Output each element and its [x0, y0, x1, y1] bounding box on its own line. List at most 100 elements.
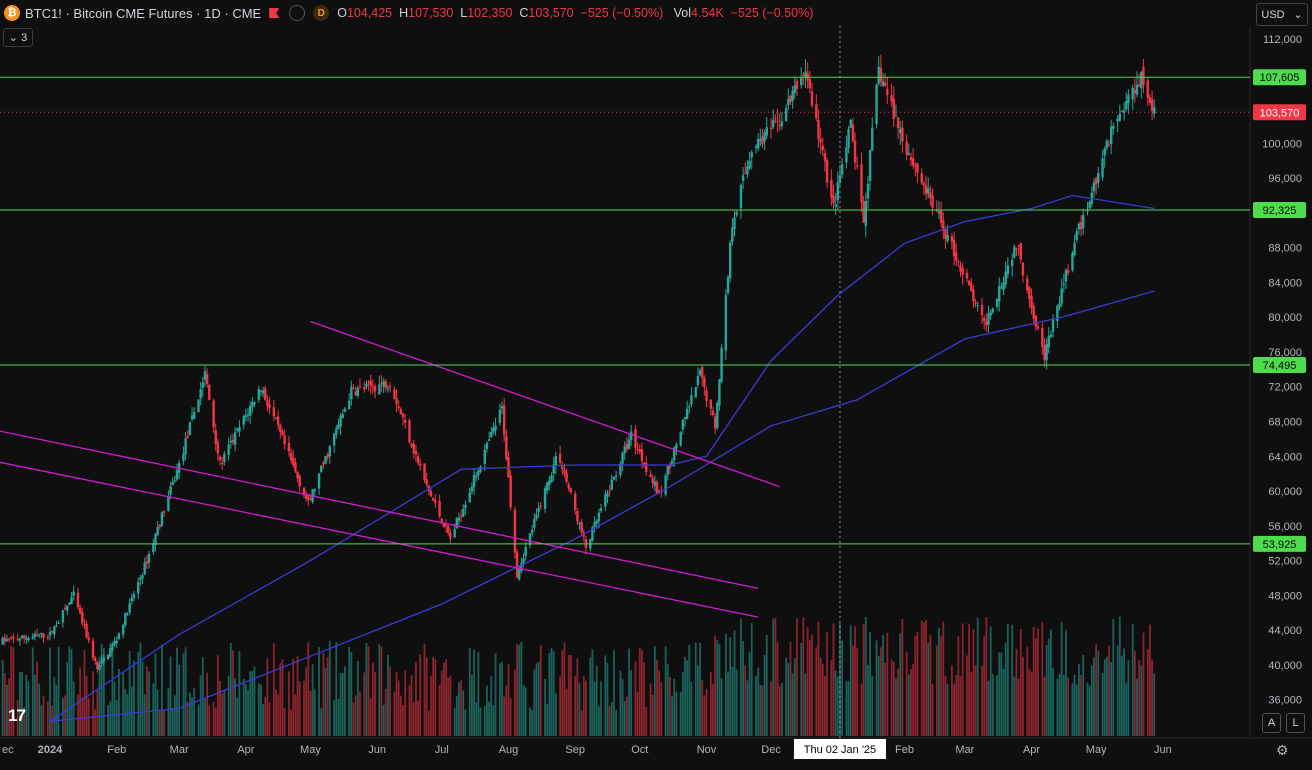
candle-body: [955, 253, 957, 261]
volume-bar: [19, 672, 21, 736]
candle-body: [339, 416, 341, 427]
candle-body: [85, 624, 87, 638]
candle-body: [905, 142, 907, 155]
candle-body: [1116, 119, 1118, 122]
volume-bar: [1119, 616, 1121, 736]
volume-bar: [893, 662, 895, 736]
volume-bar: [1121, 656, 1123, 736]
candle-body: [604, 495, 606, 507]
volume-bar: [945, 676, 947, 736]
volume-bar: [34, 675, 36, 736]
candle-body: [961, 268, 963, 274]
tradingview-logo[interactable]: 17: [8, 706, 25, 726]
volume-bar: [232, 651, 234, 736]
volume-bar: [510, 698, 512, 736]
volume-bar: [742, 641, 744, 736]
volume-bar: [366, 643, 368, 736]
candle-body: [243, 416, 245, 424]
candle-body: [484, 450, 486, 465]
volume-bar: [114, 682, 116, 736]
candle-body: [755, 146, 757, 147]
auto-scale-button[interactable]: A: [1262, 713, 1281, 733]
volume-bar: [333, 700, 335, 736]
candle-body: [146, 561, 148, 564]
volume-bar: [264, 697, 266, 736]
volume-bar: [770, 682, 772, 736]
candle-body: [834, 204, 836, 206]
volume-bar: [822, 664, 824, 736]
gear-icon[interactable]: ⚙: [1276, 742, 1289, 759]
volume-bar: [669, 677, 671, 736]
volume-bar: [1050, 629, 1052, 736]
volume-bar: [368, 646, 370, 736]
candle-body: [68, 602, 70, 604]
volume-bar: [624, 701, 626, 736]
volume-bar: [1132, 624, 1134, 736]
volume-bar: [1153, 674, 1155, 736]
volume-bar: [236, 697, 238, 736]
volume-bar: [576, 658, 578, 736]
candle-body: [469, 492, 471, 502]
volume-bar: [990, 626, 992, 736]
candle-body: [23, 636, 25, 639]
volume-bar: [217, 655, 219, 736]
y-tick-label: 112,000: [1263, 34, 1302, 46]
volume-bar: [258, 683, 260, 736]
candle-body: [686, 409, 688, 419]
volume-bar: [820, 658, 822, 736]
volume-bar: [458, 682, 460, 736]
circle-icon[interactable]: [289, 5, 305, 21]
indicator-legend-toggle[interactable]: ⌄ 3: [3, 28, 33, 47]
symbol-header[interactable]: ₿ BTC1! · Bitcoin CME Futures · 1D · CME…: [0, 0, 813, 26]
volume-bar: [400, 696, 402, 736]
candle-body: [824, 153, 826, 161]
candle-body: [804, 72, 806, 78]
y-tick-label: 36,000: [1268, 695, 1302, 707]
volume-bar: [456, 696, 458, 736]
volume-bar: [555, 693, 557, 736]
candle-body: [890, 95, 892, 101]
candle-body: [714, 417, 716, 429]
volume-bar: [64, 695, 66, 736]
volume-bar: [443, 663, 445, 736]
y-tick-label: 96,000: [1268, 173, 1302, 185]
candle-body: [189, 422, 191, 435]
volume-bar: [910, 669, 912, 736]
volume-bar: [996, 675, 998, 736]
flag-icon[interactable]: [269, 8, 279, 18]
candle-body: [688, 407, 690, 408]
candle-body: [540, 506, 542, 507]
volume-bar: [686, 660, 688, 736]
volume-bar: [213, 702, 215, 736]
candle-body: [42, 633, 44, 637]
volume-bar: [167, 688, 169, 736]
y-tick-label: 68,000: [1268, 416, 1302, 428]
volume-bar: [592, 649, 594, 736]
volume-bar: [409, 685, 411, 736]
candle-body: [247, 414, 249, 415]
log-scale-button[interactable]: L: [1286, 713, 1305, 733]
ohlc-values: O104,425 H107,530 L102,350 C103,570 −525…: [337, 6, 813, 20]
volume-bar: [92, 672, 94, 736]
volume-bar: [658, 671, 660, 736]
candle-body: [187, 436, 189, 438]
volume-bar: [505, 686, 507, 736]
volume-bar: [675, 692, 677, 736]
candle-body: [852, 125, 854, 142]
volume-bar: [940, 636, 942, 736]
candle-body: [367, 382, 369, 383]
candle-body: [359, 386, 361, 387]
candle-body: [400, 409, 402, 414]
volume-bar: [133, 660, 135, 736]
symbol-title[interactable]: BTC1! · Bitcoin CME Futures · 1D · CME: [25, 6, 261, 21]
delayed-badge[interactable]: D: [313, 5, 329, 21]
volume-bar: [254, 667, 256, 736]
candle-body: [438, 501, 440, 516]
volume-bar: [942, 622, 944, 736]
currency-selector[interactable]: USD ⌄: [1256, 3, 1308, 26]
volume-bar: [581, 711, 583, 736]
x-tick-label: Apr: [237, 744, 254, 756]
volume-bar: [613, 650, 615, 736]
volume-bar: [899, 633, 901, 736]
